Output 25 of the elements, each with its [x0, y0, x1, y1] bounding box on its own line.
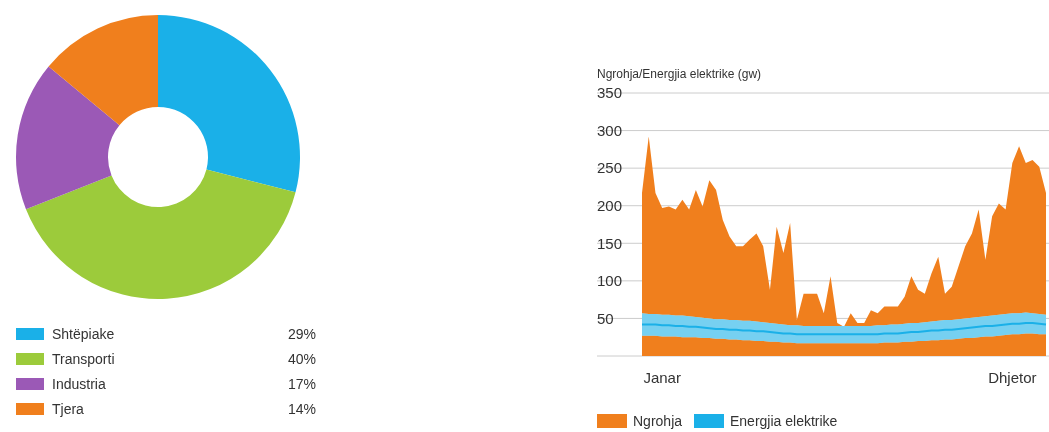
legend-label: Shtëpiake: [52, 326, 115, 342]
y-tick-label: 100: [597, 272, 623, 290]
y-tick-label: 50: [597, 309, 614, 327]
legend-label: Tjera: [52, 401, 85, 417]
x-tick-label: Janar: [643, 369, 681, 386]
y-tick-label: 200: [597, 196, 623, 214]
donut-slice: [16, 66, 120, 210]
data-label: 17%: [287, 376, 316, 392]
x-tick-label: Dhjetor: [988, 369, 1037, 386]
legend-label: Industria: [52, 376, 106, 392]
y-tick-label: 300: [597, 121, 623, 139]
donut-slice: [158, 15, 300, 193]
line-series: [641, 321, 1047, 336]
donut-slice: [25, 169, 296, 299]
data-label: 29%: [287, 326, 316, 342]
y-tick-label: 250: [597, 159, 623, 177]
donut-slice: [48, 15, 158, 126]
y-axis-title: Ngrohja/Energjia elektrike (gw): [597, 67, 762, 81]
y-tick-label: 350: [597, 84, 623, 102]
data-label: 14%: [287, 401, 316, 417]
legend-label: Energjia elektrike: [730, 413, 838, 429]
data-label: 40%: [287, 351, 316, 367]
y-tick-label: 150: [597, 234, 623, 252]
legend-label: Transporti: [52, 351, 115, 367]
legend-label: Ngrohja: [633, 413, 683, 429]
